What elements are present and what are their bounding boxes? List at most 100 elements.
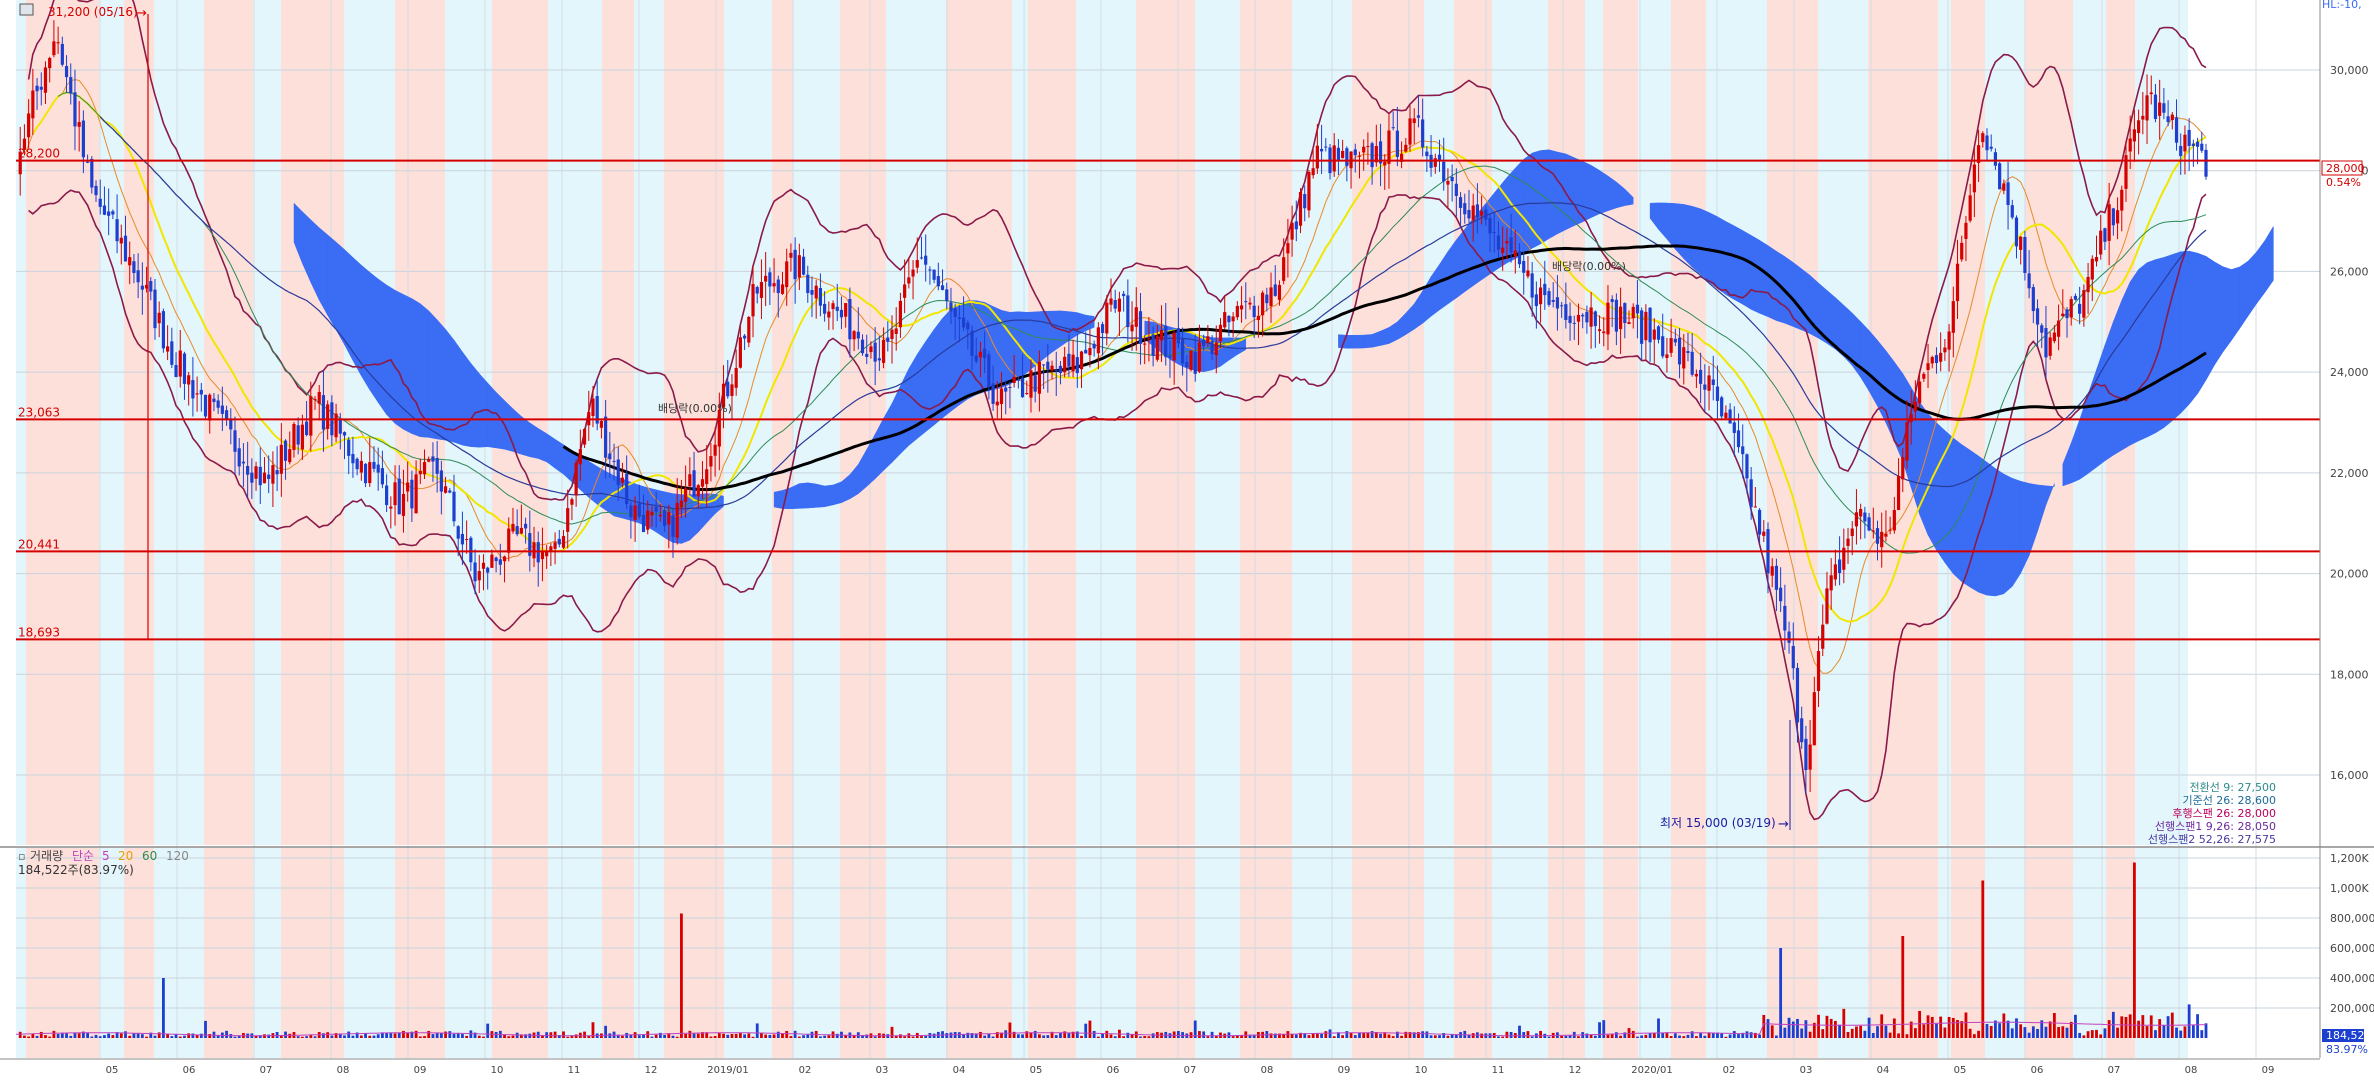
volume-bar <box>1320 1033 1323 1038</box>
band-pink <box>840 0 886 845</box>
volume-bar <box>1821 1029 1825 1038</box>
candle-body <box>966 322 970 330</box>
candle-body <box>1690 351 1694 375</box>
volume-bar <box>1092 1030 1096 1038</box>
volume-bar <box>27 1036 31 1038</box>
volume-bar <box>322 1033 325 1038</box>
candle-body <box>658 514 662 517</box>
candle-body <box>717 409 721 447</box>
candle-body <box>646 510 650 530</box>
volume-bar <box>208 1034 212 1038</box>
volume-bar <box>810 1031 814 1038</box>
volume-bar <box>1842 1008 1846 1038</box>
candle-body <box>1627 322 1631 324</box>
candle-body <box>1989 146 1993 149</box>
candle-body <box>1821 624 1825 649</box>
candle-body <box>1269 287 1273 307</box>
volume-bar <box>2002 1013 2006 1038</box>
volume-bar <box>136 1033 140 1038</box>
volume-bar <box>1985 1023 1989 1038</box>
volume-tick-label: 400,000 <box>2330 972 2374 985</box>
candle-body <box>898 300 903 328</box>
date-tick-label: 05 <box>1954 1065 1967 1076</box>
volume-bar <box>2183 1026 2187 1038</box>
candle-body <box>2149 92 2153 95</box>
volume-bar <box>1699 1033 1703 1038</box>
candle-body <box>1943 347 1947 353</box>
candle-body <box>334 413 338 438</box>
candle-body <box>1315 145 1319 169</box>
candle-body <box>1644 311 1648 341</box>
volume-bar <box>157 1032 161 1038</box>
candle-body <box>2204 149 2208 177</box>
candle-body <box>1901 457 1905 480</box>
candle-body <box>667 511 671 525</box>
volume-bar <box>1526 1031 1530 1038</box>
candle-body <box>1673 338 1677 343</box>
volume-bar <box>1387 1034 1391 1038</box>
volume-bar <box>389 1032 393 1038</box>
volume-bar <box>1968 1028 1972 1038</box>
candle-body <box>1707 375 1711 391</box>
candle-body <box>928 269 932 271</box>
candle-body <box>1618 306 1623 330</box>
volume-bar <box>187 1033 191 1038</box>
volume-bar <box>865 1034 869 1038</box>
candle-body <box>1551 299 1555 302</box>
candle-body <box>1374 145 1378 163</box>
candle-body <box>852 331 856 340</box>
volume-bar <box>1922 1024 1926 1038</box>
price-tick-label: 24,000 <box>2330 366 2369 379</box>
cloud-segment <box>2138 262 2148 442</box>
candle-body <box>1985 135 1989 151</box>
volume-bar <box>1315 1033 1319 1038</box>
candle-body <box>1180 338 1185 364</box>
band-pink <box>1028 0 1076 845</box>
cloud-segment <box>1675 203 1685 260</box>
candle-body <box>481 562 486 569</box>
candle-body <box>1475 204 1480 218</box>
candle-body <box>1450 176 1454 182</box>
chart-window-icon[interactable] <box>19 3 34 16</box>
candle-body <box>427 459 431 462</box>
volume-bar <box>541 1035 544 1038</box>
volume-bar <box>107 1033 111 1038</box>
volume-bar <box>1433 1035 1437 1038</box>
volume-ma-line <box>15 1021 2207 1037</box>
candle-body <box>886 337 890 342</box>
volume-bar <box>81 1031 85 1038</box>
volume-bar <box>566 1036 570 1038</box>
candle-body <box>347 439 351 456</box>
candle-body <box>1724 412 1728 419</box>
candle-body <box>2090 258 2094 280</box>
candle-body <box>342 432 347 436</box>
volume-bar <box>1977 1030 1980 1038</box>
candle-body <box>410 479 414 509</box>
volume-bar <box>183 1035 186 1038</box>
candle-body <box>2187 129 2191 146</box>
volume-bar <box>1425 1031 1429 1038</box>
volume-bar <box>1071 1031 1075 1038</box>
volume-bar <box>764 1034 768 1038</box>
candle-body <box>747 317 751 343</box>
volume-bar <box>1998 1023 2002 1038</box>
candle-body <box>465 539 469 541</box>
candle-body <box>1711 379 1715 385</box>
candle-body <box>2014 217 2019 247</box>
candle-body <box>296 425 300 445</box>
candle-body <box>625 473 629 505</box>
dividend-label: 배당락(0.00%) <box>658 402 732 415</box>
candle-body <box>629 505 633 518</box>
cloud-segment <box>2214 261 2224 367</box>
candle-body <box>2099 230 2103 255</box>
volume-bar <box>1084 1023 1088 1038</box>
candle-body <box>2044 328 2048 358</box>
volume-band-pink <box>1671 848 1706 1058</box>
candle-body <box>2027 273 2031 289</box>
candle-body <box>1850 528 1854 537</box>
candle-body <box>1042 364 1046 366</box>
candle-body <box>1939 352 1943 362</box>
ichimoku-legend-item: 기준선 26: 28,600 <box>2182 794 2276 807</box>
cloud-segment <box>1051 310 1061 353</box>
